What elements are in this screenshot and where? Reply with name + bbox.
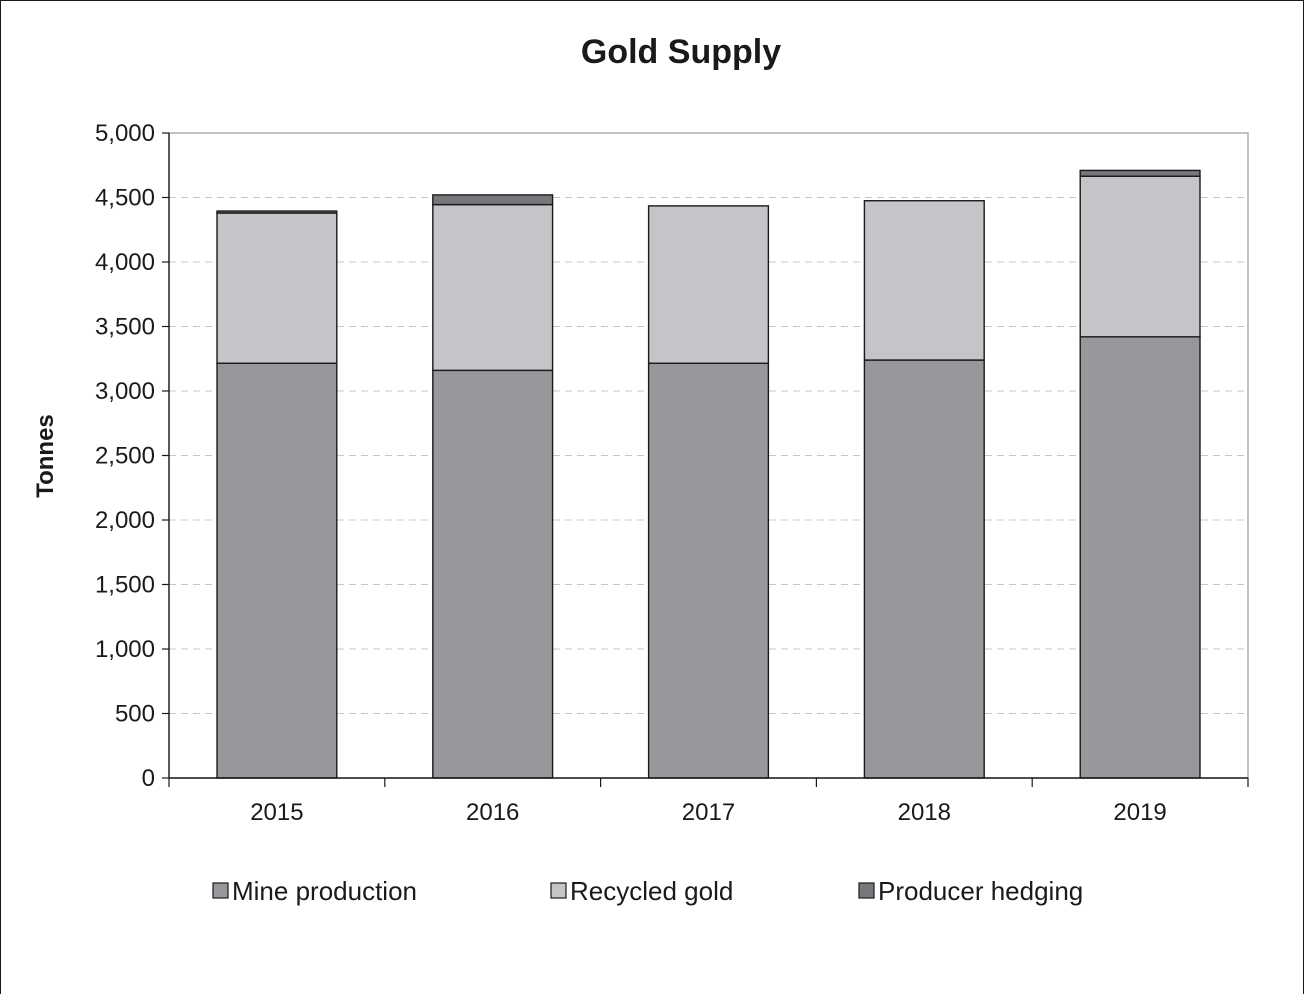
- x-tick-label: 2015: [250, 799, 303, 826]
- chart-title: Gold Supply: [581, 33, 781, 71]
- y-tick-label: 3,500: [95, 314, 155, 341]
- bar-segment: [647, 362, 770, 779]
- bar-segment: [863, 200, 985, 361]
- y-tick-label: 4,000: [95, 249, 155, 276]
- bar-segment: [647, 205, 770, 364]
- bar-segment: [432, 369, 554, 779]
- y-tick-label: 1,500: [95, 572, 155, 599]
- y-tick-label: 3,000: [95, 378, 155, 405]
- bar-segment: [216, 210, 338, 214]
- legend-swatch: [858, 882, 875, 899]
- plot-area: 0 500 1,000 1,500 2,000 2,500 3,000 3,500 4,000 4…: [95, 120, 1249, 826]
- legend-item: Producer hedging: [858, 876, 1083, 906]
- y-tick-label: 4,500: [95, 185, 155, 212]
- legend-item: Mine production: [212, 876, 417, 906]
- legend-swatch: [550, 882, 567, 899]
- legend-item: Recycled gold: [550, 876, 733, 906]
- x-tick-label: 2016: [466, 799, 519, 826]
- y-tick-label: 1,000: [95, 636, 155, 663]
- bar-segment: [216, 362, 338, 779]
- x-tick-label: 2018: [898, 799, 951, 826]
- bar-segment: [863, 359, 985, 779]
- y-tick-label: 0: [142, 765, 155, 792]
- x-tick-label: 2017: [682, 799, 735, 826]
- y-tick-label: 5,000: [95, 120, 155, 147]
- y-tick-label: 2,000: [95, 507, 155, 534]
- bar-segment: [1079, 175, 1201, 338]
- y-tick-label: 2,500: [95, 443, 155, 470]
- bar-segment: [1079, 336, 1201, 779]
- bar-segment: [432, 194, 554, 206]
- y-tick-label: 500: [115, 701, 155, 728]
- bar-segment: [1079, 169, 1201, 177]
- bar-segment: [216, 212, 338, 364]
- x-tick-label: 2019: [1113, 799, 1166, 826]
- legend: Mine production Recycled gold Producer hed…: [212, 876, 1083, 906]
- legend-label: Mine production: [232, 876, 417, 906]
- y-axis-label: Tonnes: [32, 414, 59, 498]
- legend-swatch: [212, 882, 229, 899]
- bar-segment: [432, 203, 554, 372]
- legend-label: Producer hedging: [878, 876, 1083, 906]
- legend-label: Recycled gold: [570, 876, 733, 906]
